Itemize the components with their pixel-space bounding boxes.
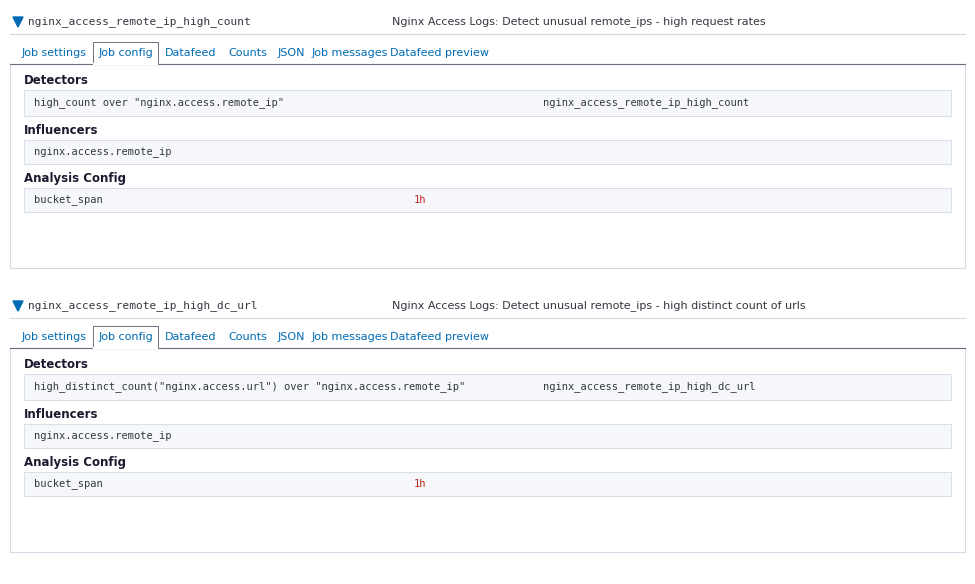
Text: Influencers: Influencers: [24, 408, 98, 421]
Text: Job messages: Job messages: [312, 48, 388, 58]
Text: 1h: 1h: [413, 479, 426, 489]
FancyBboxPatch shape: [24, 472, 951, 496]
Text: Influencers: Influencers: [24, 124, 98, 137]
Text: Job messages: Job messages: [312, 332, 388, 342]
FancyBboxPatch shape: [24, 188, 951, 212]
Text: Job settings: Job settings: [22, 332, 87, 342]
FancyBboxPatch shape: [24, 90, 951, 116]
FancyBboxPatch shape: [24, 424, 951, 448]
Polygon shape: [13, 17, 23, 27]
FancyBboxPatch shape: [24, 140, 951, 164]
Text: Counts: Counts: [228, 48, 267, 58]
FancyBboxPatch shape: [10, 348, 965, 552]
Polygon shape: [13, 301, 23, 311]
FancyBboxPatch shape: [93, 326, 158, 348]
Text: nginx_access_remote_ip_high_dc_url: nginx_access_remote_ip_high_dc_url: [28, 301, 257, 311]
Text: high_count over "nginx.access.remote_ip": high_count over "nginx.access.remote_ip": [34, 98, 284, 109]
Text: bucket_span: bucket_span: [34, 478, 102, 489]
FancyBboxPatch shape: [93, 42, 158, 64]
Text: nginx.access.remote_ip: nginx.access.remote_ip: [34, 147, 172, 158]
Text: Counts: Counts: [228, 332, 267, 342]
Text: Detectors: Detectors: [24, 358, 89, 371]
Text: JSON: JSON: [278, 48, 305, 58]
Text: nginx_access_remote_ip_high_count: nginx_access_remote_ip_high_count: [543, 98, 750, 109]
Text: Datafeed: Datafeed: [165, 48, 216, 58]
Text: Detectors: Detectors: [24, 74, 89, 87]
Text: high_distinct_count("nginx.access.url") over "nginx.access.remote_ip": high_distinct_count("nginx.access.url") …: [34, 381, 465, 392]
FancyBboxPatch shape: [10, 64, 965, 268]
Text: nginx_access_remote_ip_high_dc_url: nginx_access_remote_ip_high_dc_url: [543, 381, 756, 392]
Text: Datafeed preview: Datafeed preview: [391, 332, 489, 342]
Text: nginx_access_remote_ip_high_count: nginx_access_remote_ip_high_count: [28, 16, 251, 27]
Text: Job config: Job config: [98, 48, 153, 58]
Text: Job config: Job config: [98, 332, 153, 342]
Text: Nginx Access Logs: Detect unusual remote_ips - high request rates: Nginx Access Logs: Detect unusual remote…: [392, 16, 765, 27]
Text: nginx.access.remote_ip: nginx.access.remote_ip: [34, 430, 172, 442]
Text: bucket_span: bucket_span: [34, 194, 102, 206]
Text: Job settings: Job settings: [22, 48, 87, 58]
Text: JSON: JSON: [278, 332, 305, 342]
Text: Analysis Config: Analysis Config: [24, 172, 126, 185]
Text: Analysis Config: Analysis Config: [24, 456, 126, 469]
Text: Datafeed preview: Datafeed preview: [391, 48, 489, 58]
FancyBboxPatch shape: [24, 374, 951, 400]
Text: Datafeed: Datafeed: [165, 332, 216, 342]
Text: Nginx Access Logs: Detect unusual remote_ips - high distinct count of urls: Nginx Access Logs: Detect unusual remote…: [392, 301, 805, 311]
Text: 1h: 1h: [413, 195, 426, 205]
